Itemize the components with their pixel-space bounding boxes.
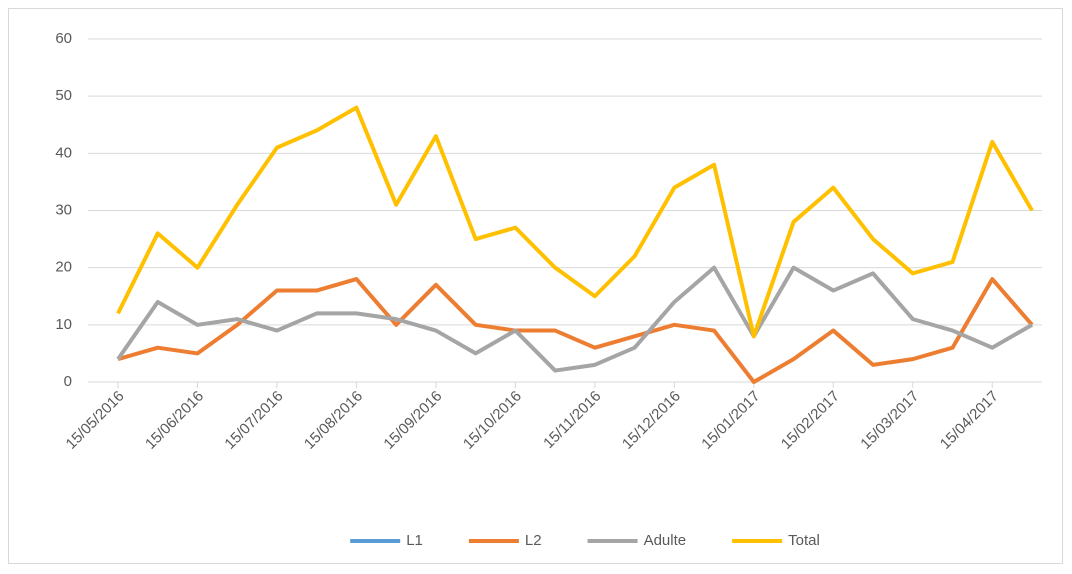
legend-label: L1	[406, 532, 423, 549]
y-tick-label: 40	[55, 144, 72, 161]
series-line	[117, 277, 1034, 384]
y-tick-label: 0	[64, 373, 72, 390]
legend-label: Adulte	[644, 532, 687, 549]
y-tick-label: 10	[55, 316, 72, 333]
series-line	[116, 265, 1033, 373]
y-tick-label: 50	[55, 87, 72, 104]
y-tick-label: 20	[55, 259, 72, 276]
legend-label: Total	[788, 532, 820, 549]
legend-label: L2	[525, 532, 542, 549]
y-tick-label: 60	[55, 30, 72, 47]
series-line	[116, 105, 1034, 339]
y-tick-label: 30	[55, 201, 72, 218]
chart-border	[8, 8, 1063, 564]
